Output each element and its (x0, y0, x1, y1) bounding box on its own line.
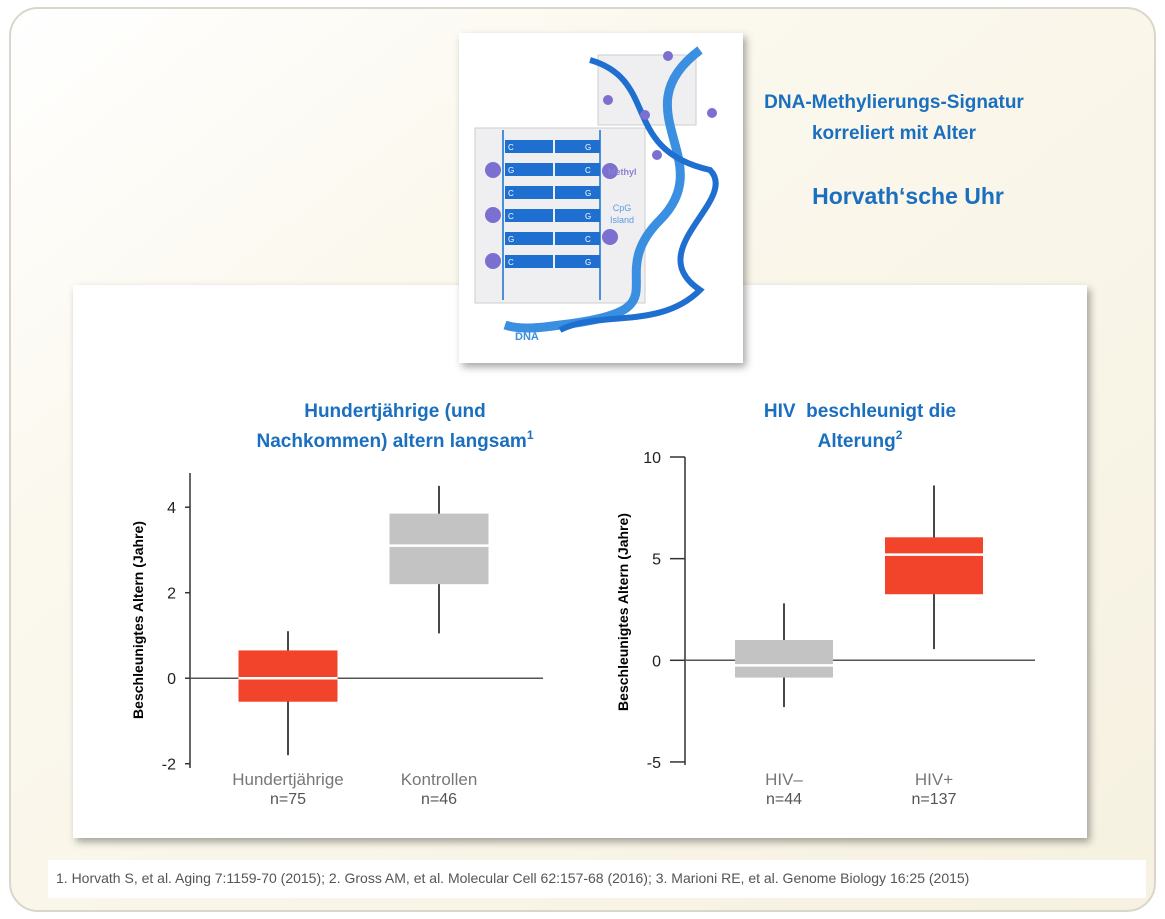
y-tick-label: 0 (167, 671, 176, 688)
header-subtitle: Horvath‘sche Uhr (812, 183, 1004, 209)
methyl-dot (602, 229, 618, 245)
base-bar (505, 186, 553, 199)
charts: Hundertjährige (und Nachkommen) altern la… (130, 401, 1035, 808)
chart-title-line: Hundertjährige (und (304, 401, 486, 422)
chart-title-line: Nachkommen) altern langsam (257, 431, 527, 452)
base-bar (555, 255, 600, 268)
header-line: DNA-Methylierungs-Signatur (764, 92, 1024, 113)
base-letter: G (585, 143, 591, 152)
y-tick-label: -5 (647, 755, 661, 772)
methyl-dot (707, 108, 717, 118)
methyl-dot (603, 95, 613, 105)
methyl-dot (485, 207, 501, 223)
chart-title-line: HIV beschleunigt die (764, 401, 956, 422)
n-label: n=46 (421, 791, 457, 808)
base-bar (505, 255, 553, 268)
chart-title-line: Alterung (818, 431, 896, 452)
base-letter: C (508, 189, 514, 198)
y-tick-label: 10 (643, 450, 661, 467)
y-tick-label: -2 (162, 757, 176, 774)
base-letter: C (508, 212, 514, 221)
base-letter: C (508, 143, 514, 152)
chart-title-sup: 1 (527, 428, 534, 442)
chart-title: HIV beschleunigt die (764, 401, 956, 422)
base-bar (505, 232, 553, 245)
dna-figure: C G G C C G C G G C C G Methyl CpG Island DNA (459, 33, 743, 363)
methyl-dot (640, 110, 650, 120)
base-bar (555, 232, 600, 245)
x-tick-label: HIV+ (915, 770, 953, 789)
y-tick-label: 0 (652, 653, 661, 670)
y-tick-label: 5 (652, 552, 661, 569)
box (238, 650, 338, 702)
base-bar (555, 186, 600, 199)
methyl-dot (602, 163, 618, 179)
base-letter: G (585, 258, 591, 267)
base-letter: G (585, 189, 591, 198)
base-bar (505, 163, 553, 176)
y-tick-label: 4 (167, 500, 176, 517)
methyl-dot (652, 150, 662, 160)
box (389, 513, 489, 585)
box (735, 639, 833, 678)
base-letter: G (585, 212, 591, 221)
header-line: korreliert mit Alter (812, 123, 977, 144)
methyl-dot (485, 253, 501, 269)
y-axis-label: Beschleunigtes Altern (Jahre) (130, 521, 146, 719)
y-axis-label: Beschleunigtes Altern (Jahre) (615, 513, 631, 711)
dna-label: DNA (515, 331, 539, 343)
base-letter: G (508, 166, 514, 175)
helix (558, 57, 719, 333)
x-tick-label: HIV– (765, 770, 803, 789)
chart-title: Hundertjährige (und (304, 401, 486, 422)
n-label: n=137 (912, 791, 957, 808)
box (885, 537, 983, 595)
y-tick-label: 2 (167, 586, 176, 603)
x-tick-label: Kontrollen (401, 770, 478, 789)
island-label: CpG (613, 203, 632, 213)
base-letter: G (508, 235, 514, 244)
methyl-label: Methyl (608, 167, 637, 177)
island-label: Island (610, 215, 634, 225)
chart-title: Alterung2 (818, 428, 903, 452)
n-label: n=75 (270, 791, 306, 808)
chart-title: Nachkommen) altern langsam1 (257, 428, 534, 452)
base-pairs: C G G C C G C G G C C G (505, 140, 600, 268)
base-letter: C (585, 166, 591, 175)
base-bar (505, 140, 553, 153)
helix (503, 46, 703, 333)
chart-title-sup: 2 (896, 428, 903, 442)
footnote: 1. Horvath S, et al. Aging 7:1159-70 (20… (56, 870, 969, 886)
n-label: n=44 (766, 791, 802, 808)
methyl-dot (663, 51, 673, 61)
base-bar (505, 209, 553, 222)
base-letter: C (508, 258, 514, 267)
base-bar (555, 163, 600, 176)
x-tick-label: Hundertjährige (232, 770, 344, 789)
base-letter: C (585, 235, 591, 244)
base-bar (555, 209, 600, 222)
base-bar (555, 140, 600, 153)
footnote-box (48, 860, 1146, 898)
methyl-dot (485, 162, 501, 178)
